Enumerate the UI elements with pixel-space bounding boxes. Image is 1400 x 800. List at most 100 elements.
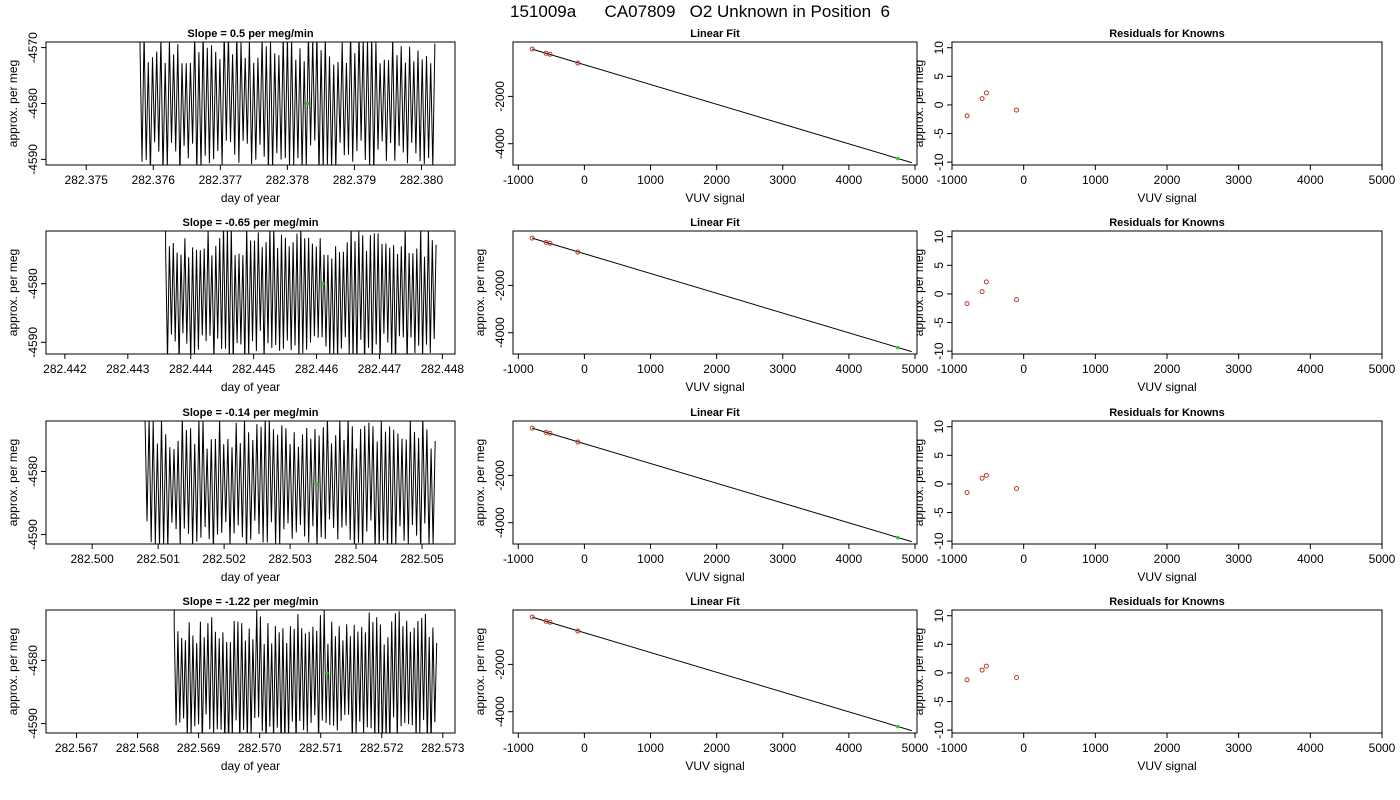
panel-title: Residuals for Knowns [1109, 596, 1225, 608]
residual-point [983, 90, 989, 96]
y-tick-label: -4580 [26, 456, 40, 487]
y-tick-label: -2000 [493, 270, 507, 301]
x-tick-label: 2000 [1154, 173, 1181, 187]
x-tick-label: 0 [581, 741, 588, 755]
x-axis-label: VUV signal [685, 380, 744, 394]
y-tick-label: -4590 [26, 519, 40, 550]
plot-frame [951, 609, 1383, 734]
known-point [575, 249, 581, 255]
y-tick-label: -4000 [493, 507, 507, 538]
residual-point [983, 663, 989, 669]
residual-point [1014, 297, 1019, 303]
x-tick-label: 282.443 [106, 362, 150, 376]
known-point [547, 430, 553, 436]
x-tick-label: 282.501 [136, 552, 180, 566]
x-tick-label: 0 [581, 362, 588, 376]
residual-point [979, 667, 985, 673]
y-axis-label: approx. per meg [473, 439, 487, 526]
x-axis-label: day of year [221, 380, 280, 394]
panel-r2-c2: Linear Fit -1000 0 1000 2000 3000 4000 5000 -200… [473, 217, 929, 394]
panel-r2-c3: Residuals for Knowns -1000 0 1000 2000 3000 40… [912, 217, 1396, 394]
x-tick-label: -1000 [503, 741, 534, 755]
plot-frame [45, 609, 456, 734]
panel-title: Slope = -0.65 per meg/min [182, 217, 318, 229]
panel-title: Slope = -0.14 per meg/min [182, 407, 318, 419]
x-tick-label: 1000 [637, 741, 664, 755]
plot-frame [512, 420, 918, 545]
unknown-marker [305, 101, 310, 106]
plot-frame [45, 230, 456, 355]
x-tick-label: 282.380 [400, 173, 444, 187]
known-point [529, 425, 535, 431]
y-tick-label: 5 [932, 262, 946, 269]
residual-point [964, 113, 970, 119]
known-point [529, 46, 535, 52]
y-tick-label: 10 [932, 420, 946, 434]
plot-area [529, 46, 912, 164]
known-point [575, 60, 581, 66]
y-tick-label: 10 [932, 230, 946, 244]
panel-r4-c1: Slope = -1.22 per meg/min 282.567 282.568 2… [6, 596, 465, 773]
panel-r4-c3: Residuals for Knowns -1000 0 1000 2000 3000 40… [912, 596, 1396, 773]
fit-line [532, 616, 912, 732]
y-tick-label: 10 [932, 41, 946, 55]
plot-frame [951, 230, 1383, 355]
residual-point [1014, 107, 1019, 113]
plot-frame [951, 420, 1383, 545]
x-tick-label: 282.503 [268, 552, 312, 566]
x-tick-label: 282.567 [55, 741, 99, 755]
x-tick-label: -1000 [937, 362, 968, 376]
known-point [547, 240, 553, 246]
x-tick-label: 3000 [769, 552, 796, 566]
y-tick-label: 0 [932, 101, 946, 108]
x-tick-label: 4000 [836, 362, 863, 376]
x-tick-label: 1000 [1082, 173, 1109, 187]
y-axis-label: approx. per meg [473, 249, 487, 336]
x-tick-label: 282.504 [334, 552, 378, 566]
y-axis-label: approx. per meg [912, 60, 926, 147]
plot-area [964, 663, 1019, 683]
plot-frame [512, 41, 918, 166]
panel-r3-c1: Slope = -0.14 per meg/min 282.500 282.501 2… [6, 407, 456, 584]
plot-area [173, 610, 438, 733]
y-axis-label: approx. per meg [6, 60, 20, 147]
y-tick-label: 5 [932, 452, 946, 459]
unknown-point [896, 724, 900, 729]
y-tick-label: -2000 [493, 81, 507, 112]
x-tick-label: 282.376 [132, 173, 176, 187]
x-tick-label: 282.448 [421, 362, 465, 376]
x-tick-label: -1000 [937, 552, 968, 566]
x-tick-label: 282.444 [169, 362, 213, 376]
x-tick-label: 2000 [703, 741, 730, 755]
panel-title: Slope = 0.5 per meg/min [187, 28, 314, 40]
x-axis-label: VUV signal [685, 570, 744, 584]
x-tick-label: 282.571 [299, 741, 343, 755]
y-axis-label: approx. per meg [6, 439, 20, 526]
y-tick-label: -4000 [493, 317, 507, 348]
x-tick-label: 0 [581, 552, 588, 566]
plot-area [964, 279, 1019, 307]
y-tick-label: 10 [932, 609, 946, 623]
x-tick-label: 5000 [902, 552, 929, 566]
panel-title: Residuals for Knowns [1109, 217, 1225, 229]
panel-r4-c2: Linear Fit -1000 0 1000 2000 3000 4000 5000 -200… [473, 596, 929, 773]
page-title: 151009a CA07809 O2 Unknown in Position 6 [510, 2, 890, 21]
x-tick-label: 3000 [1225, 173, 1252, 187]
x-tick-label: 0 [1020, 741, 1027, 755]
x-tick-label: 3000 [769, 741, 796, 755]
x-tick-label: 4000 [1297, 173, 1324, 187]
panel-r1-c2: Linear Fit -1000 0 1000 2000 3000 4000 5000 -200… [493, 28, 929, 205]
x-tick-label: 2000 [703, 362, 730, 376]
y-tick-label: -4590 [26, 144, 40, 175]
x-tick-label: 5000 [902, 173, 929, 187]
x-tick-label: 282.378 [266, 173, 310, 187]
x-tick-label: 282.569 [177, 741, 221, 755]
x-axis-label: day of year [221, 570, 280, 584]
x-tick-label: 2000 [703, 173, 730, 187]
x-tick-label: 282.500 [70, 552, 114, 566]
known-point [547, 51, 553, 57]
x-tick-label: 2000 [1154, 741, 1181, 755]
x-tick-label: 1000 [637, 173, 664, 187]
y-tick-label: -4580 [26, 645, 40, 676]
x-tick-label: 1000 [637, 552, 664, 566]
